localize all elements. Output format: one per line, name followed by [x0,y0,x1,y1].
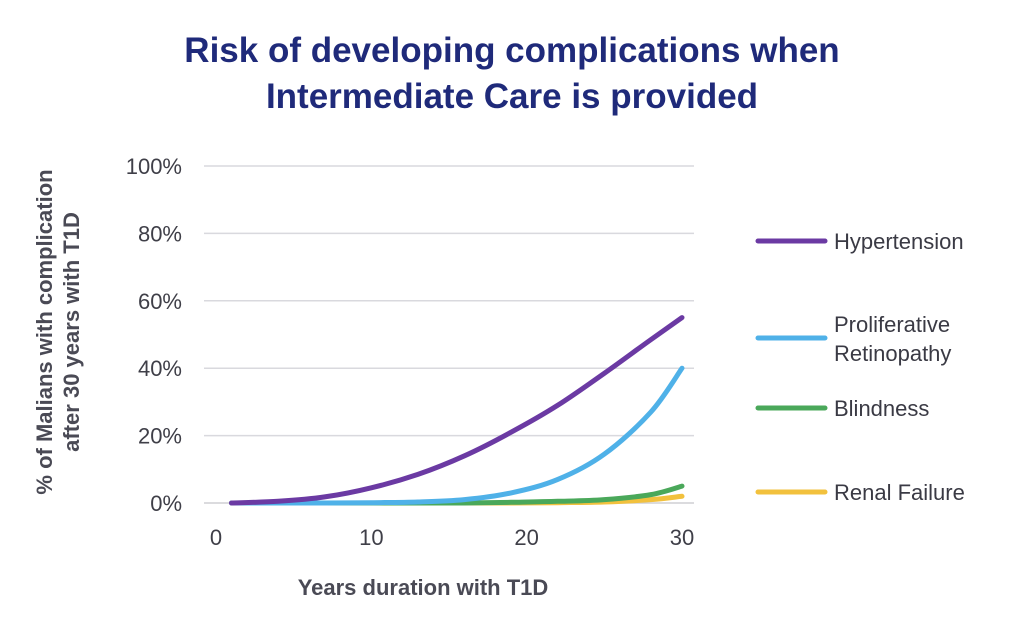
legend-label: Hypertension [834,229,964,254]
x-tick-label: 30 [670,525,694,550]
y-axis-ticks: 0% 20% 40% 60% 80% 100% [126,154,182,516]
legend-item: Hypertension [755,229,964,254]
y-tick-label: 0% [150,491,182,516]
chart-title-line-2: Intermediate Care is provided [265,77,759,116]
y-axis-title: % of Malians with complication after 30 … [32,169,84,494]
x-tick-label: 10 [359,525,383,550]
chart-title: Risk of developing complications when In… [0,28,1024,120]
legend-label: Blindness [834,396,929,421]
series-line-hypertension [229,315,685,506]
x-axis-title: Years duration with T1D [298,575,549,600]
gridlines [204,165,694,504]
x-tick-label: 0 [210,525,222,550]
chart-title-line-1: Risk of developing complications when [184,31,840,70]
legend-item: Renal Failure [755,480,965,505]
y-tick-label: 80% [138,221,182,246]
y-tick-label: 20% [138,424,182,449]
legend-label: Renal Failure [834,480,965,505]
y-tick-label: 100% [126,154,182,179]
legend-label: Proliferative Retinopathy [834,312,951,366]
legend-item: Blindness [755,396,929,421]
x-tick-label: 20 [514,525,538,550]
legend-item: Proliferative Retinopathy [755,312,951,366]
series-lines [229,315,685,506]
y-tick-label: 60% [138,289,182,314]
y-tick-label: 40% [138,356,182,381]
x-axis-ticks: 0 10 20 30 [210,525,694,550]
legend: Hypertension Proliferative Retinopathy Blin… [755,229,965,505]
series-line-proliferative-retinopathy [229,365,685,506]
y-axis-title-line-2: after 30 years with T1D [59,212,84,452]
y-axis-title-line-1: % of Malians with complication [32,169,57,494]
